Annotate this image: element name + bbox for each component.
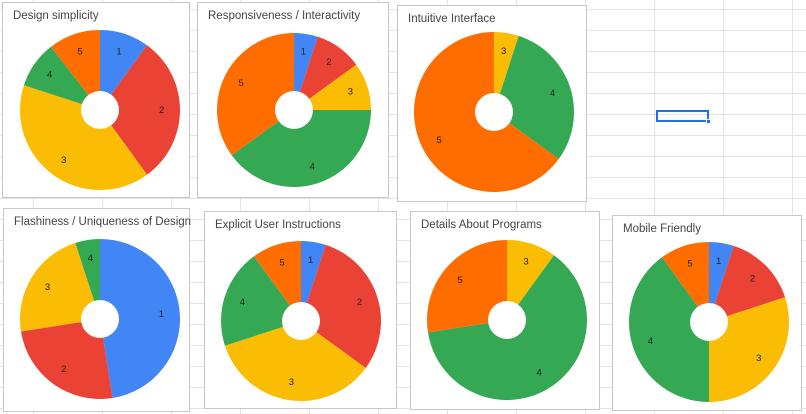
donut-chart-explicit-instructions: 1 2 3 4 5 bbox=[221, 241, 381, 401]
slice-label-5: 5 bbox=[279, 257, 284, 268]
fill-handle[interactable] bbox=[706, 119, 711, 124]
pie-slice-3[interactable] bbox=[224, 321, 366, 401]
slice-label-1: 1 bbox=[308, 255, 313, 266]
slice-label-1: 1 bbox=[159, 309, 164, 320]
chart-title: Responsiveness / Interactivity bbox=[208, 10, 361, 22]
slice-label-5: 5 bbox=[436, 135, 441, 146]
slice-label-2: 2 bbox=[61, 364, 66, 375]
chart-title: Intuitive Interface bbox=[408, 13, 496, 25]
chart-card-mobile-friendly[interactable]: Mobile Friendly 1 2 3 4 5 bbox=[612, 215, 802, 411]
donut-hole bbox=[282, 302, 320, 340]
donut-hole bbox=[81, 91, 119, 129]
donut-chart-responsiveness: 1 2 3 4 5 bbox=[217, 33, 371, 187]
pie-slice-4[interactable] bbox=[494, 35, 574, 160]
pie-slice-4[interactable] bbox=[75, 239, 100, 319]
pie-slice-5[interactable] bbox=[253, 241, 301, 321]
donut-hole bbox=[488, 301, 526, 339]
selected-cell-cursor[interactable] bbox=[656, 110, 709, 122]
chart-card-design-simplicity[interactable]: Design simplicity 1 2 3 4 5 bbox=[2, 2, 190, 198]
pie-slice-4[interactable] bbox=[629, 257, 709, 402]
pie-slice-4[interactable] bbox=[231, 110, 371, 187]
chart-card-details-programs[interactable]: Details About Programs 3 4 5 bbox=[410, 211, 600, 410]
slice-label-1: 1 bbox=[716, 256, 721, 267]
pie-slice-2[interactable] bbox=[294, 36, 357, 111]
pie-slice-1[interactable] bbox=[100, 239, 180, 399]
chart-title: Details About Programs bbox=[421, 219, 542, 231]
slice-label-4: 4 bbox=[550, 88, 555, 99]
slice-label-2: 2 bbox=[326, 57, 331, 68]
pie-slice-2[interactable] bbox=[100, 45, 180, 175]
pie-slice-2[interactable] bbox=[301, 244, 381, 369]
donut-hole bbox=[690, 303, 728, 341]
donut-chart-intuitive-interface: 3 4 5 bbox=[414, 32, 574, 192]
pie-slice-3[interactable] bbox=[494, 32, 519, 112]
slice-label-4: 4 bbox=[310, 161, 315, 172]
pie-slice-3[interactable] bbox=[294, 64, 371, 110]
slice-label-1: 1 bbox=[116, 46, 121, 57]
donut-hole bbox=[275, 91, 313, 129]
donut-chart-flashiness: 1 2 3 4 bbox=[20, 239, 180, 399]
pie-slice-3[interactable] bbox=[20, 242, 101, 332]
slice-label-4: 4 bbox=[648, 336, 653, 347]
slice-label-5: 5 bbox=[458, 275, 463, 286]
slice-label-3: 3 bbox=[348, 87, 353, 98]
donut-chart-details-programs: 3 4 5 bbox=[427, 240, 587, 400]
pie-slice-4[interactable] bbox=[23, 46, 100, 110]
slice-label-3: 3 bbox=[523, 256, 528, 267]
pie-slice-5[interactable] bbox=[50, 30, 100, 110]
slice-label-3: 3 bbox=[61, 155, 66, 166]
donut-chart-design-simplicity: 1 2 3 4 5 bbox=[19, 30, 180, 191]
chart-title: Flashiness / Uniqueness of Design bbox=[14, 216, 192, 228]
slice-label-1: 1 bbox=[301, 46, 306, 57]
slice-label-4: 4 bbox=[240, 297, 245, 308]
donut-hole bbox=[81, 300, 119, 338]
slice-label-2: 2 bbox=[357, 297, 362, 308]
pie-slice-2[interactable] bbox=[20, 319, 113, 399]
slice-label-5: 5 bbox=[687, 258, 692, 269]
pie-slice-3[interactable] bbox=[507, 240, 555, 320]
chart-title: Explicit User Instructions bbox=[215, 219, 341, 231]
chart-card-explicit-instructions[interactable]: Explicit User Instructions 1 2 3 4 5 bbox=[204, 211, 397, 409]
pie-slice-5[interactable] bbox=[217, 33, 294, 156]
pie-slice-1[interactable] bbox=[100, 30, 148, 110]
pie-slice-4[interactable] bbox=[221, 256, 301, 346]
slice-label-5: 5 bbox=[77, 47, 82, 58]
chart-card-flashiness[interactable]: Flashiness / Uniqueness of Design 1 2 3 4 bbox=[3, 208, 192, 412]
slice-label-2: 2 bbox=[159, 105, 164, 116]
pie-slice-1[interactable] bbox=[301, 241, 326, 321]
slice-label-3: 3 bbox=[45, 282, 50, 293]
pie-slice-1[interactable] bbox=[294, 33, 318, 110]
slice-label-5: 5 bbox=[239, 78, 244, 89]
donut-hole bbox=[475, 93, 513, 131]
chart-title: Design simplicity bbox=[13, 10, 99, 22]
slice-label-4: 4 bbox=[47, 70, 52, 81]
slice-label-3: 3 bbox=[756, 353, 761, 364]
pie-slice-5[interactable] bbox=[427, 240, 507, 333]
pie-slice-1[interactable] bbox=[709, 242, 734, 322]
slice-label-4: 4 bbox=[88, 253, 93, 264]
chart-card-responsiveness[interactable]: Responsiveness / Interactivity 1 2 3 4 5 bbox=[197, 2, 389, 198]
chart-card-intuitive-interface[interactable]: Intuitive Interface 3 4 5 bbox=[397, 5, 587, 202]
slice-label-3: 3 bbox=[501, 46, 506, 57]
slice-label-2: 2 bbox=[750, 273, 755, 284]
pie-slice-3[interactable] bbox=[19, 85, 148, 191]
slice-label-4: 4 bbox=[537, 368, 542, 379]
donut-chart-mobile-friendly: 1 2 3 4 5 bbox=[629, 242, 789, 402]
pie-slice-3[interactable] bbox=[709, 297, 789, 402]
pie-slice-2[interactable] bbox=[709, 245, 786, 322]
chart-title: Mobile Friendly bbox=[623, 223, 701, 235]
pie-slice-5[interactable] bbox=[661, 242, 709, 322]
slice-label-3: 3 bbox=[289, 377, 294, 388]
